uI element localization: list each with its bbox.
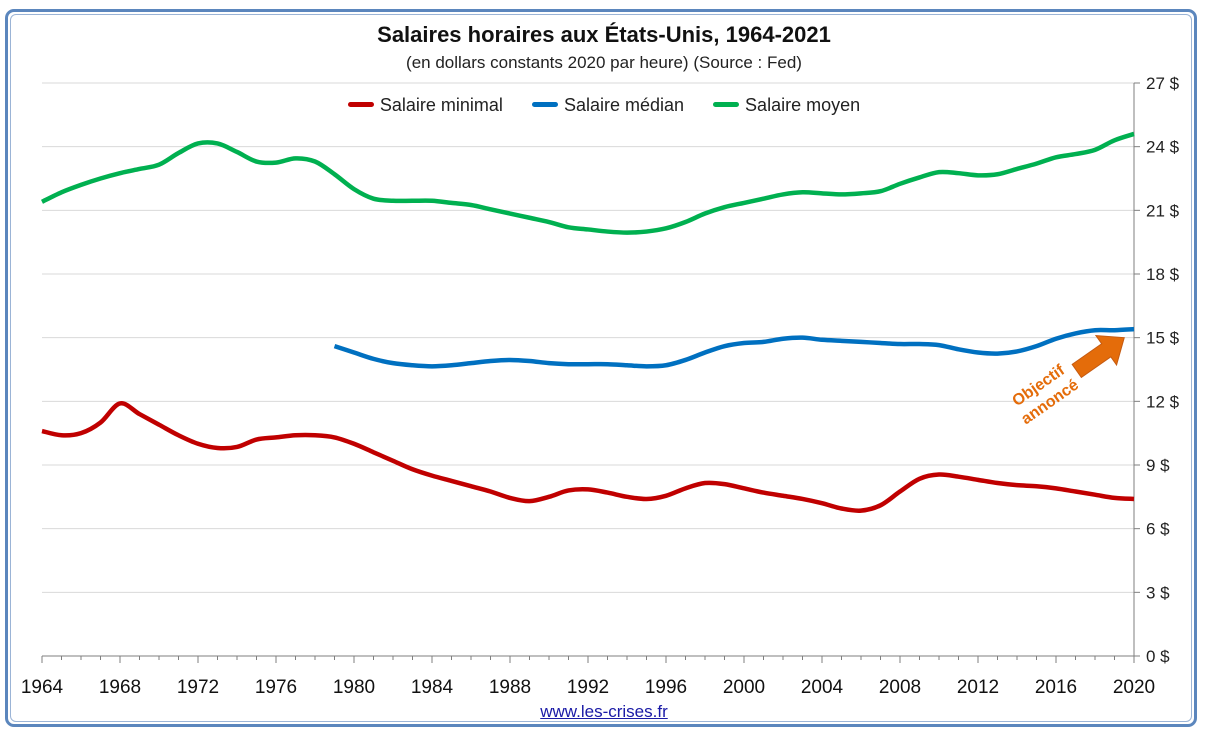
chart-frame-inner [10, 14, 1192, 722]
legend-swatch-salaire-minimal [347, 101, 374, 107]
source-link[interactable]: www.les-crises.fr [540, 702, 668, 721]
legend-item-salaire-median: Salaire médian [531, 95, 685, 116]
chart-subtitle: (en dollars constants 2020 par heure) (S… [406, 53, 802, 72]
chart-frame [5, 9, 1197, 727]
legend-swatch-salaire-moyen [713, 101, 740, 107]
legend-item-salaire-minimal: Salaire minimal [347, 95, 503, 116]
legend-label-salaire-median: Salaire médian [563, 95, 685, 115]
chart-title: Salaires horaires aux États-Unis, 1964-2… [377, 22, 831, 47]
legend-label-salaire-minimal: Salaire minimal [379, 95, 503, 115]
legend-item-salaire-moyen: Salaire moyen [713, 95, 860, 116]
legend-swatch-salaire-median [531, 101, 558, 107]
chart-legend: Salaire minimal Salaire médian Salaire m… [0, 95, 1208, 116]
legend-label-salaire-moyen: Salaire moyen [745, 95, 861, 115]
